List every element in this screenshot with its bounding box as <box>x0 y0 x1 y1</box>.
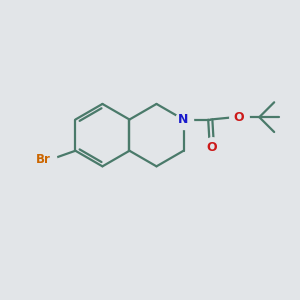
Text: O: O <box>233 111 244 124</box>
Text: N: N <box>178 113 189 126</box>
Text: O: O <box>206 141 217 154</box>
Text: Br: Br <box>36 153 51 166</box>
